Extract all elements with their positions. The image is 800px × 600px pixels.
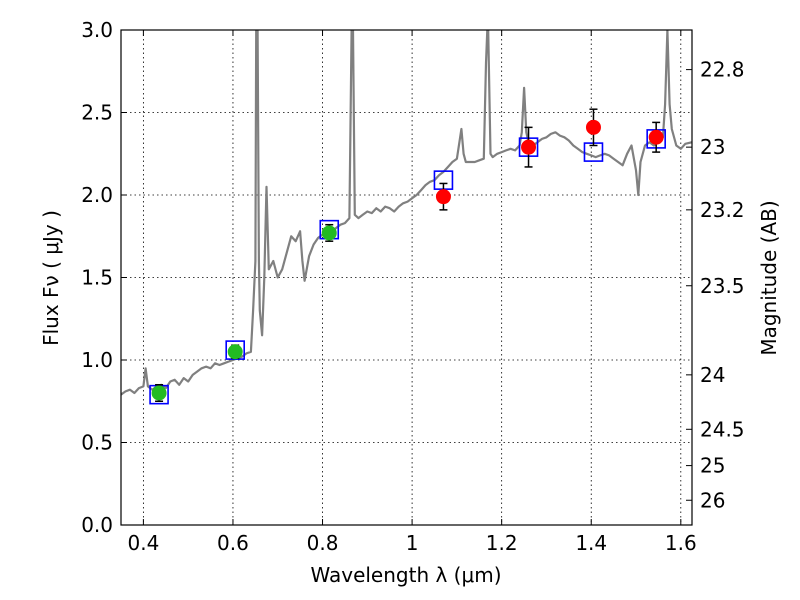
y2-tick-label: 23.2: [700, 198, 745, 222]
ticks: 0.4 0.6 0.8 1 1.2 1.4 1.6 0.0 0.5 1.0 1.5 2.0 2.5 3.0…: [81, 18, 744, 555]
plot-area: [121, 30, 692, 405]
x-tick-label: 1.4: [575, 531, 607, 555]
y-tick-label: 3.0: [81, 18, 113, 42]
x-tick-label: 1: [406, 531, 419, 555]
optical-photometry-point: [321, 225, 337, 241]
y2-tick-label: 26: [700, 488, 725, 512]
y-axis-title: Flux Fν ( μJy ): [39, 210, 63, 346]
x-tick-label: 0.6: [217, 531, 249, 555]
y2-tick-label: 23: [700, 135, 725, 159]
gridlines: [121, 29, 692, 526]
y2-tick-label: 23.5: [700, 274, 745, 298]
near-ir-photometry-point: [648, 129, 664, 145]
markers: [149, 108, 666, 405]
y-tick-label: 0.5: [81, 431, 113, 455]
y-tick-label: 1.5: [81, 266, 113, 290]
y-tick-label: 2.0: [81, 183, 113, 207]
optical-photometry-point: [151, 385, 167, 401]
near-ir-photometry-point: [521, 139, 537, 155]
near-ir-photometry-point: [435, 189, 451, 205]
y-tick-label: 1.0: [81, 348, 113, 372]
x-tick-label: 0.8: [307, 531, 339, 555]
x-tick-label: 1.6: [665, 531, 697, 555]
x-tick-label: 1.2: [486, 531, 518, 555]
near-ir-photometry-point: [585, 119, 601, 135]
y2-tick-label: 25: [700, 454, 725, 478]
x-tick-label: 0.4: [127, 531, 159, 555]
spectrum-line: [121, 30, 692, 396]
y2-tick-label: 24.5: [700, 417, 745, 441]
y2-tick-label: 24: [700, 363, 725, 387]
y-tick-label: 0.0: [81, 513, 113, 537]
y2-axis-title: Magnitude (AB): [757, 200, 781, 355]
y2-tick-label: 22.8: [700, 58, 745, 82]
y-tick-label: 2.5: [81, 101, 113, 125]
x-axis-title: Wavelength λ (μm): [310, 563, 501, 587]
optical-photometry-point: [227, 344, 243, 360]
